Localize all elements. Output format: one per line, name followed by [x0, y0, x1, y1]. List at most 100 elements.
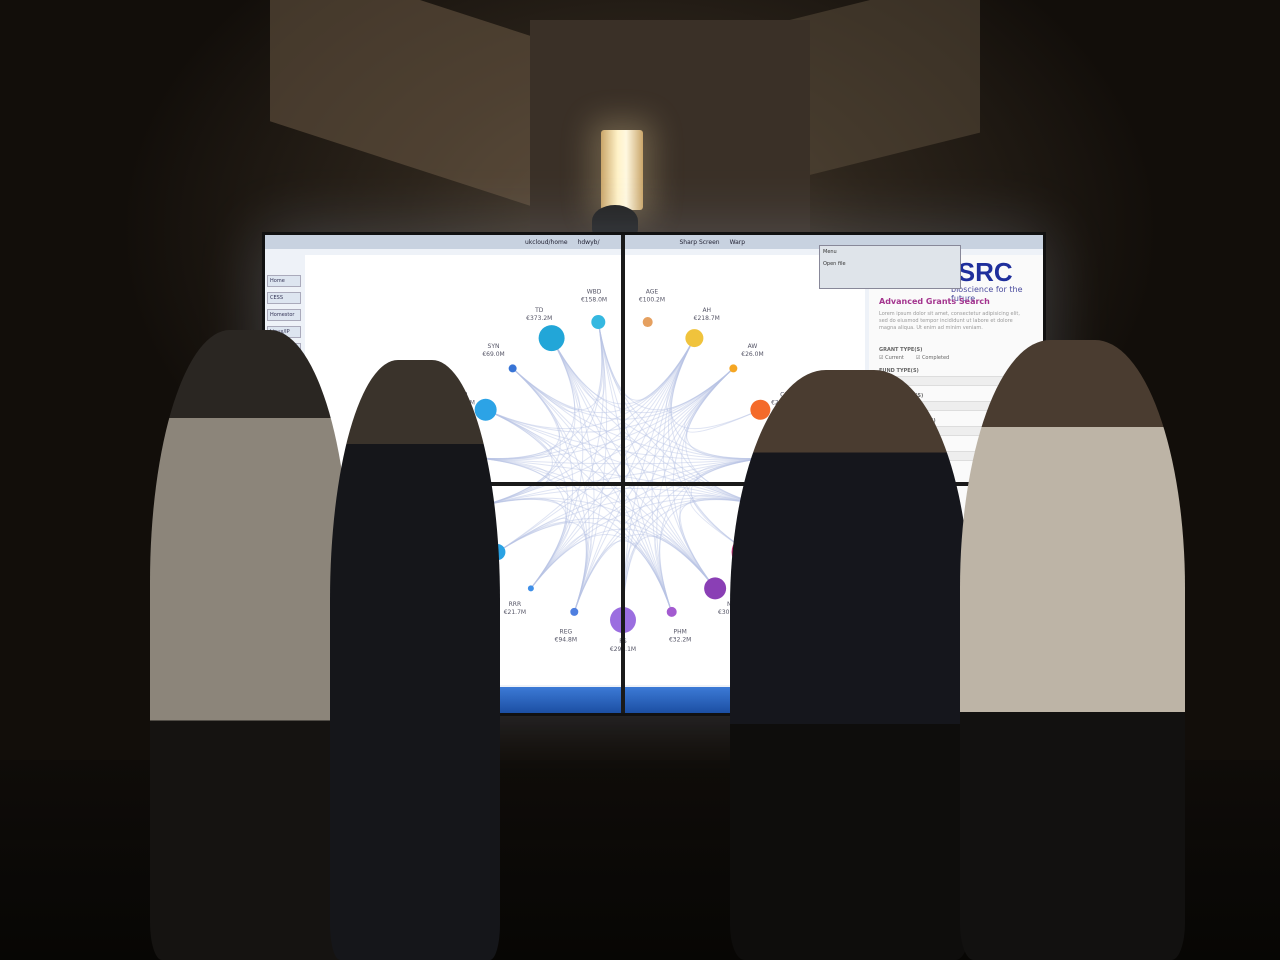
chord-link [656, 368, 734, 613]
chord-link [573, 368, 734, 613]
chord-link [672, 368, 734, 589]
chord-link [622, 499, 769, 621]
chord-node[interactable] [527, 585, 534, 592]
chord-link [690, 457, 773, 553]
overlay-user-label[interactable]: Open file [823, 261, 846, 267]
chord-link [477, 321, 603, 508]
chord-link [678, 497, 769, 589]
chord-link [497, 337, 695, 553]
wall-alcove [530, 20, 810, 260]
chord-link [473, 321, 603, 460]
taskbar-tab[interactable]: Warp [729, 238, 746, 246]
chord-link [670, 337, 769, 508]
desktop-icon[interactable]: Home [267, 275, 301, 287]
overlay-menu-label[interactable]: Menu [823, 249, 837, 255]
chord-link [512, 368, 590, 613]
chord-node[interactable] [474, 398, 497, 421]
chord-link [530, 337, 695, 589]
chord-link [497, 521, 589, 613]
desktop-icon[interactable]: CESS [267, 292, 301, 304]
chord-link [597, 321, 773, 460]
chord-link [686, 368, 773, 460]
person-2 [330, 360, 500, 960]
chord-node[interactable] [591, 315, 606, 330]
chord-link [670, 337, 773, 460]
node-label-code: PHM [673, 628, 686, 635]
camera [592, 205, 638, 237]
chord-link [512, 321, 604, 411]
chord-link [551, 337, 769, 508]
chord-node[interactable] [508, 364, 517, 373]
chord-link [573, 321, 608, 613]
person-3 [730, 370, 970, 960]
chord-node[interactable] [666, 606, 677, 617]
node-label-code: AGE [646, 288, 659, 295]
taskbar-tab[interactable]: ukcloud/home [525, 238, 568, 246]
chord-link [512, 337, 695, 413]
chord-link [683, 368, 761, 433]
screen-bezel-vertical [621, 235, 625, 713]
screen-bezel-horizontal [265, 482, 1043, 486]
chord-link [497, 517, 716, 589]
node-label-amount: €69.0M [482, 351, 504, 358]
chord-link [473, 457, 550, 508]
node-label-code: WBD [587, 288, 602, 295]
chord-link [477, 337, 695, 508]
person-1 [150, 330, 350, 960]
chord-link [477, 337, 576, 508]
chord-link [659, 457, 773, 613]
chord-link [551, 337, 734, 413]
checkbox-completed[interactable]: ☑ Completed [915, 355, 950, 361]
chord-link [497, 457, 773, 553]
node-label-amount: €32.2M [669, 636, 691, 643]
chord-node[interactable] [570, 607, 579, 616]
chord-link [658, 498, 769, 613]
chord-link [696, 457, 773, 508]
chord-node[interactable] [750, 399, 771, 420]
chord-link [689, 494, 769, 553]
chord-node[interactable] [729, 364, 738, 373]
checkbox-current[interactable]: ☑ Current [879, 355, 904, 361]
chord-link [512, 337, 581, 413]
chord-node[interactable] [642, 317, 653, 328]
desktop-icon[interactable]: Homestor [267, 309, 301, 321]
node-label-amount: €26.0M [741, 351, 763, 358]
chord-link [497, 494, 769, 553]
filter-label: Fund Type(s) [879, 368, 919, 374]
chord-link [477, 409, 553, 508]
panel-description: Lorem ipsum dolor sit amet, consectetur … [879, 311, 1020, 331]
chord-link [654, 534, 716, 613]
chord-link [597, 321, 695, 401]
node-label-code: TD [534, 307, 544, 314]
chord-svg: AGE€100.2MAH€218.7MAW€26.0MCS€245.2MNS€3… [436, 288, 797, 653]
node-label-code: AW [748, 343, 758, 350]
taskbar-tab[interactable]: Sharp Screen [679, 238, 720, 246]
chord-link [530, 457, 773, 589]
chord-link [597, 321, 734, 411]
chord-link [473, 457, 587, 613]
chord-link [573, 498, 769, 613]
taskbar-tab[interactable]: hdwyb/ [577, 238, 600, 246]
chord-link [512, 368, 574, 589]
chord-link [512, 368, 716, 589]
chord-link [473, 368, 734, 460]
chord-link [473, 337, 576, 460]
chord-link [573, 534, 716, 613]
chord-node[interactable] [538, 325, 565, 352]
node-label-code: AH [702, 307, 711, 314]
chord-link [551, 337, 673, 613]
chord-link [662, 337, 716, 589]
chord-node[interactable] [704, 577, 727, 600]
chord-link [485, 409, 769, 508]
wall-light [601, 130, 643, 210]
chord-link [651, 337, 695, 613]
chord-link [551, 337, 595, 613]
node-label-code: REG [560, 628, 573, 635]
chord-link [573, 457, 773, 613]
chord-link [669, 337, 761, 430]
overlay-window[interactable]: Menu Open file [819, 245, 961, 289]
person-4 [960, 340, 1185, 960]
chord-node[interactable] [685, 329, 704, 348]
chord-link [530, 321, 605, 589]
